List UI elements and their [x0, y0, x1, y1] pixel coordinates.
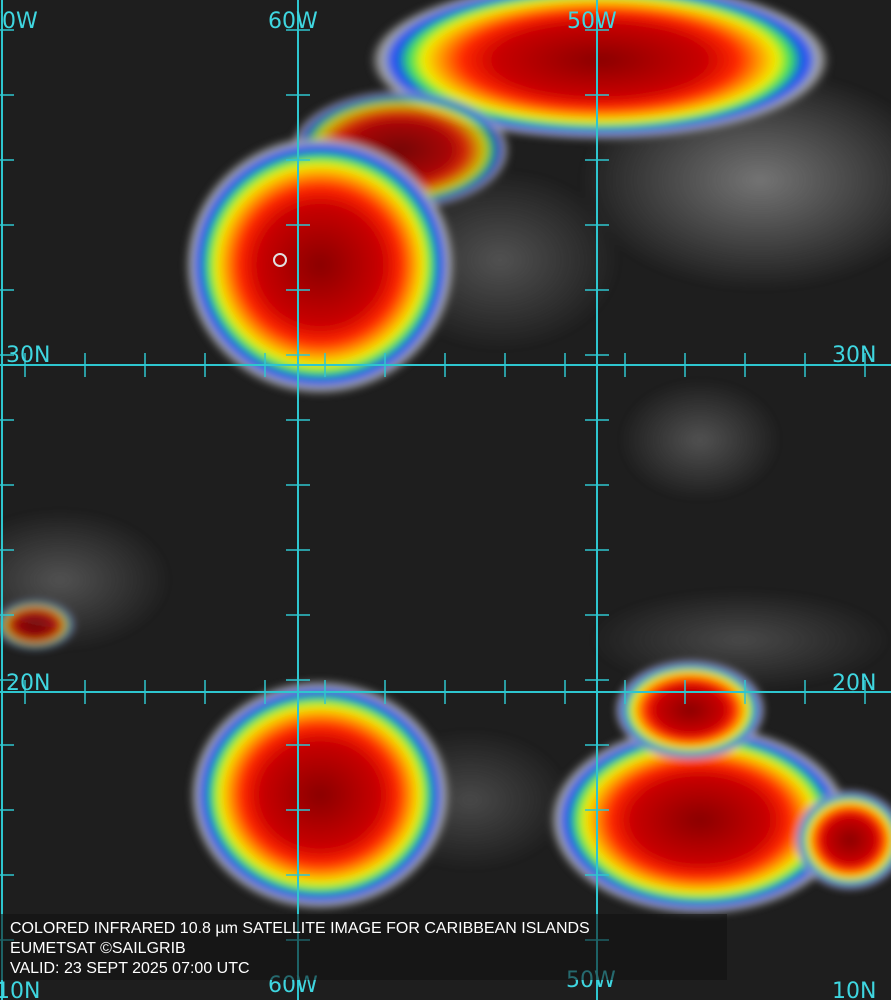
hurricane-eye [273, 253, 287, 267]
caption-line: COLORED INFRARED 10.8 µm SATELLITE IMAGE… [10, 920, 590, 937]
grid-label: 10N [0, 979, 40, 1000]
caption: COLORED INFRARED 10.8 µm SATELLITE IMAGE… [10, 920, 590, 977]
caption-line: VALID: 23 SEPT 2025 07:00 UTC [10, 960, 250, 977]
clouds [0, 0, 891, 915]
grid-ticks [0, 29, 866, 941]
grid-label: 20N [6, 671, 50, 696]
grid-label: 20N [832, 671, 876, 696]
grid-label: 60W [268, 9, 318, 34]
caption-box [0, 914, 727, 980]
grid-label: 30N [832, 343, 876, 368]
grid-label: 10N [832, 979, 876, 1000]
grid-label: 50W [567, 9, 617, 34]
grid-label: 70W [0, 9, 38, 34]
grid-label: 30N [6, 343, 50, 368]
caption-line: EUMETSAT ©SAILGRIB [10, 940, 186, 957]
